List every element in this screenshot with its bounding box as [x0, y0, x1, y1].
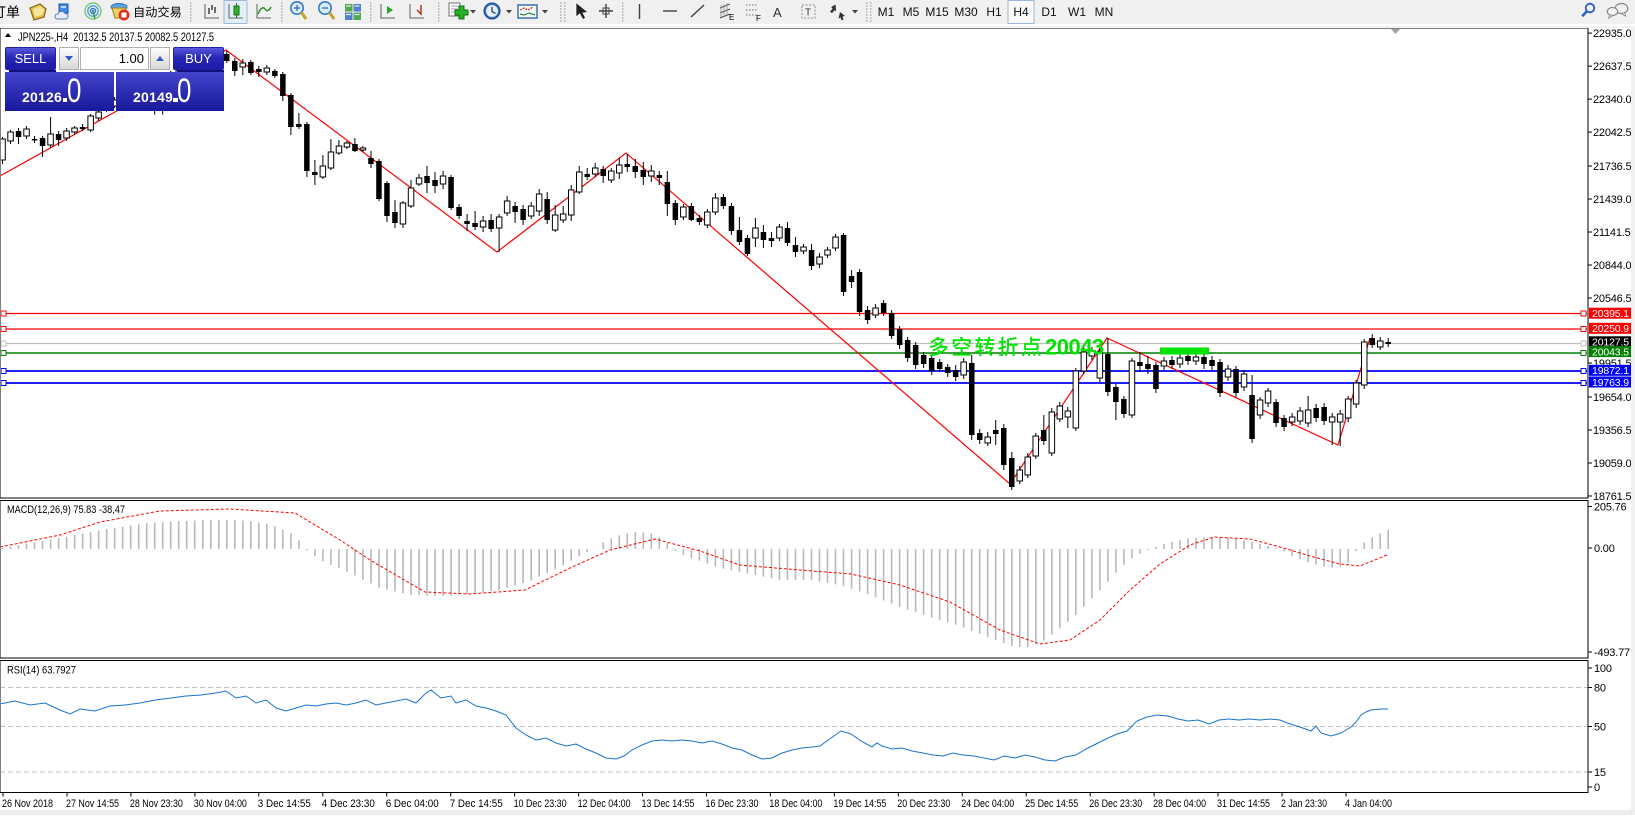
svg-text:T: T	[805, 8, 811, 19]
svg-text:10 Dec 23:30: 10 Dec 23:30	[514, 798, 567, 810]
svg-text:80: 80	[1594, 683, 1606, 695]
svg-text:RSI(14) 63.7927: RSI(14) 63.7927	[7, 665, 76, 677]
svg-text:26 Dec 23:30: 26 Dec 23:30	[1089, 798, 1142, 810]
svg-text:20844.0: 20844.0	[1593, 260, 1631, 272]
svg-text:4 Jan 04:00: 4 Jan 04:00	[1345, 798, 1392, 810]
svg-text:A: A	[773, 5, 782, 20]
svg-text:H1: H1	[986, 5, 1002, 19]
svg-text:22935.0: 22935.0	[1593, 28, 1631, 40]
svg-text:25 Dec 14:55: 25 Dec 14:55	[1025, 798, 1078, 810]
svg-text:M1: M1	[878, 5, 895, 19]
svg-text:7 Dec 14:55: 7 Dec 14:55	[450, 798, 503, 810]
svg-text:21141.5: 21141.5	[1593, 227, 1631, 239]
svg-text:100: 100	[1594, 663, 1612, 675]
svg-text:22340.0: 22340.0	[1593, 94, 1631, 106]
svg-text:30 Nov 04:00: 30 Nov 04:00	[194, 798, 247, 810]
svg-text:19654.0: 19654.0	[1593, 392, 1631, 404]
svg-text:MN: MN	[1095, 5, 1114, 19]
svg-text:2 Jan 23:30: 2 Jan 23:30	[1281, 798, 1327, 810]
svg-text:18761.5: 18761.5	[1593, 491, 1631, 503]
svg-text:M15: M15	[925, 5, 949, 19]
svg-text:27 Nov 14:55: 27 Nov 14:55	[66, 798, 119, 810]
svg-text:13 Dec 14:55: 13 Dec 14:55	[642, 798, 695, 810]
svg-text:26 Nov 2018: 26 Nov 2018	[2, 798, 53, 810]
svg-text:20043.5: 20043.5	[1592, 346, 1629, 358]
svg-text:19 Dec 14:55: 19 Dec 14:55	[833, 798, 886, 810]
svg-text:MACD(12,26,9) 75.83 -38,47: MACD(12,26,9) 75.83 -38,47	[7, 504, 125, 516]
svg-text:H4: H4	[1013, 5, 1029, 19]
svg-text:20546.5: 20546.5	[1593, 293, 1631, 305]
svg-text:M30: M30	[954, 5, 978, 19]
svg-text:20127.5: 20127.5	[1592, 337, 1629, 349]
svg-text:6 Dec 04:00: 6 Dec 04:00	[386, 798, 439, 810]
svg-text:19763.9: 19763.9	[1592, 377, 1629, 389]
svg-text:20395.1: 20395.1	[1592, 308, 1629, 320]
svg-text:22042.5: 22042.5	[1593, 127, 1631, 139]
svg-text:22637.5: 22637.5	[1593, 61, 1631, 73]
svg-text:0.00: 0.00	[1594, 543, 1615, 555]
svg-text:M5: M5	[903, 5, 920, 19]
svg-text:4 Dec 23:30: 4 Dec 23:30	[322, 798, 375, 810]
svg-text:205.76: 205.76	[1594, 502, 1627, 514]
svg-text:-493.77: -493.77	[1594, 647, 1630, 659]
svg-text:12 Dec 04:00: 12 Dec 04:00	[578, 798, 631, 810]
svg-text:20043: 20043	[1045, 335, 1104, 360]
svg-text:31 Dec 14:55: 31 Dec 14:55	[1217, 798, 1270, 810]
svg-text:28 Dec 04:00: 28 Dec 04:00	[1153, 798, 1206, 810]
svg-text:19059.0: 19059.0	[1593, 458, 1631, 470]
svg-text:15: 15	[1594, 767, 1606, 779]
svg-text:21439.0: 21439.0	[1593, 194, 1631, 206]
svg-text:W1: W1	[1068, 5, 1086, 19]
svg-text:D1: D1	[1041, 5, 1057, 19]
svg-text:18 Dec 04:00: 18 Dec 04:00	[769, 798, 822, 810]
svg-text:E: E	[729, 13, 734, 22]
svg-text:16 Dec 23:30: 16 Dec 23:30	[706, 798, 759, 810]
svg-text:19356.5: 19356.5	[1593, 425, 1631, 437]
svg-text:24 Dec 04:00: 24 Dec 04:00	[961, 798, 1014, 810]
svg-text:20 Dec 23:30: 20 Dec 23:30	[897, 798, 950, 810]
svg-text:50: 50	[1594, 722, 1606, 734]
svg-text:JPN225-,H4 20132.5 20137.5 20: JPN225-,H4 20132.5 20137.5 20082.5 20127…	[18, 32, 214, 44]
svg-text:28 Nov 23:30: 28 Nov 23:30	[130, 798, 183, 810]
svg-text:3 Dec 14:55: 3 Dec 14:55	[258, 798, 311, 810]
svg-text:21736.5: 21736.5	[1593, 161, 1631, 173]
svg-text:20250.9: 20250.9	[1592, 323, 1629, 335]
svg-text:0: 0	[1594, 782, 1600, 794]
svg-text:F: F	[756, 14, 761, 23]
svg-text:19872.1: 19872.1	[1592, 365, 1629, 377]
